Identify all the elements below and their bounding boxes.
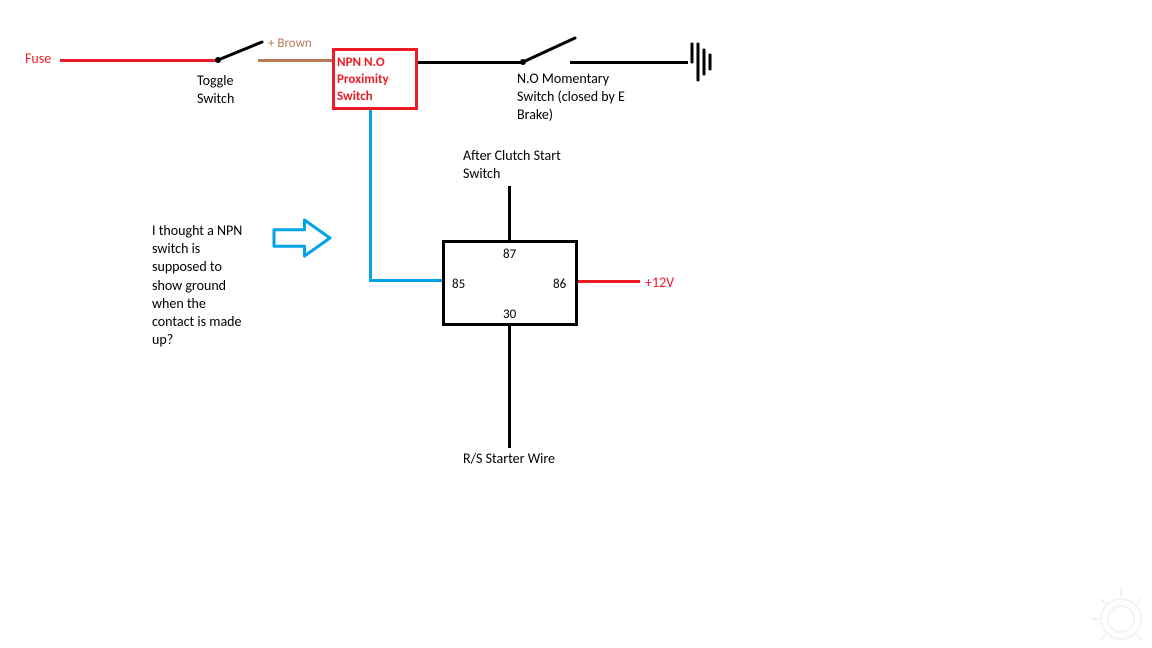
wire-blue-vertical xyxy=(369,110,372,282)
relay-pin-86: 86 xyxy=(553,277,566,294)
label-note: I thought a NPNswitch issupposed toshow … xyxy=(152,222,262,349)
label-proximity-switch: NPN N.OProximitySwitch xyxy=(337,55,415,106)
label-rs-starter: R/S Starter Wire xyxy=(463,450,555,468)
momentary-switch-symbol xyxy=(515,30,585,70)
note-arrow-icon xyxy=(272,218,332,258)
label-momentary-switch: N.O MomentarySwitch (closed by EBrake) xyxy=(517,70,625,125)
wire-momentary-to-ground xyxy=(570,61,688,64)
watermark-icon xyxy=(1074,582,1144,642)
label-plus-brown: + Brown xyxy=(268,36,312,53)
relay-pin-85: 85 xyxy=(452,277,465,294)
relay-pin-87: 87 xyxy=(503,247,516,264)
wire-blue-horizontal xyxy=(369,279,443,282)
wire-prox-to-momentary xyxy=(417,61,523,64)
label-after-clutch: After Clutch StartSwitch xyxy=(463,147,561,183)
wire-fuse xyxy=(60,59,220,62)
relay-pin-30: 30 xyxy=(503,307,516,324)
label-12v: +12V xyxy=(645,274,674,292)
label-toggle-switch: ToggleSwitch xyxy=(197,72,234,108)
wire-87 xyxy=(508,186,511,240)
wire-86-12v xyxy=(578,280,640,283)
ground-symbol xyxy=(684,40,724,84)
diagram-stage: 87 85 86 30 Fuse + Brown ToggleSwitch NP… xyxy=(0,0,1152,648)
wire-30 xyxy=(508,326,511,448)
toggle-switch-symbol xyxy=(210,35,270,70)
relay-box: 87 85 86 30 xyxy=(442,240,578,326)
label-fuse: Fuse xyxy=(25,50,51,68)
